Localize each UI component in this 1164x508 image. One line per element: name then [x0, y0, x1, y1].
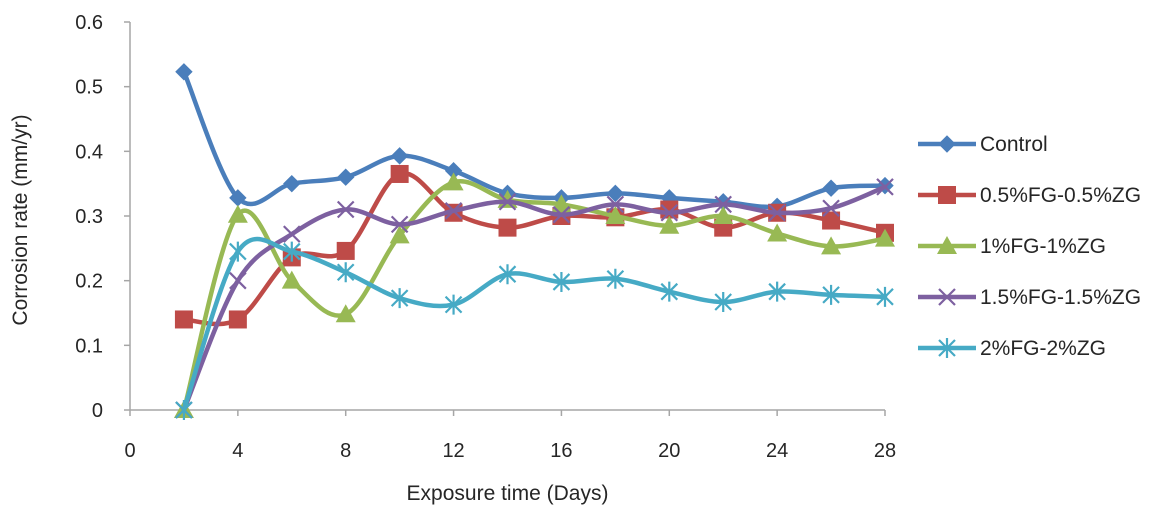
data-point [443, 172, 464, 191]
legend-label: 1%FG-1%ZG [980, 235, 1106, 258]
x-tick-labels: 0 4 8 12 16 20 24 28 [124, 410, 896, 462]
data-point [660, 281, 679, 302]
data-point [767, 223, 788, 242]
legend-label: 2%FG-2%ZG [980, 337, 1106, 360]
legend-item: Control [918, 133, 1048, 156]
data-point [876, 178, 894, 196]
data-point [335, 304, 356, 323]
x-tick-label: 16 [550, 440, 572, 462]
data-point [390, 215, 409, 234]
data-point [606, 184, 625, 203]
data-point [876, 286, 894, 307]
data-point [390, 288, 409, 309]
legend-marker [938, 288, 956, 306]
x-tick-label: 4 [232, 440, 243, 462]
data-point [605, 206, 626, 224]
data-point [822, 284, 840, 305]
data-point [175, 63, 193, 81]
series-layer [173, 63, 895, 420]
series-line [181, 69, 888, 210]
data-point [552, 271, 571, 292]
data-point [337, 168, 355, 186]
data-point [283, 225, 301, 243]
data-point [390, 164, 409, 183]
data-point [444, 202, 463, 220]
x-axis-title: Exposure time (Days) [407, 482, 609, 505]
y-tick-label: 0.5 [75, 77, 103, 99]
data-point [713, 206, 734, 224]
y-tick-label: 0.6 [75, 12, 103, 34]
legend-item: 2%FG-2%ZG [918, 337, 1106, 360]
data-point [175, 400, 193, 420]
data-point [498, 264, 517, 285]
data-point [444, 294, 463, 315]
data-point [336, 262, 355, 283]
legend-marker [938, 135, 956, 153]
x-tick-label: 28 [874, 440, 896, 462]
legend-marker [937, 236, 957, 254]
y-tick-labels: 0 0.1 0.2 0.3 0.4 0.5 0.6 [75, 12, 130, 422]
data-point [390, 147, 409, 165]
data-point [336, 241, 355, 260]
x-tick-label: 0 [124, 440, 135, 462]
data-point [606, 195, 625, 214]
data-point [875, 228, 895, 247]
data-point [389, 225, 410, 244]
data-point [822, 179, 840, 197]
x-tick-label: 20 [658, 440, 680, 462]
y-axis-title: Corrosion rate (mm/yr) [9, 114, 32, 325]
data-point [552, 205, 571, 224]
data-point [660, 203, 679, 222]
legend-label: Control [980, 133, 1048, 156]
data-point [659, 215, 680, 234]
x-tick-label: 12 [442, 440, 464, 462]
legend-item: 1.5%FG-1.5%ZG [918, 286, 1141, 309]
series-line [181, 184, 888, 413]
legend-marker [938, 338, 956, 358]
data-point [228, 310, 247, 329]
data-point [821, 236, 842, 255]
data-point [606, 268, 625, 289]
data-point [229, 241, 247, 262]
data-point [174, 310, 193, 329]
x-tick-label: 24 [766, 440, 788, 462]
series-1 [175, 63, 894, 216]
data-point [714, 292, 732, 313]
data-point [768, 203, 786, 222]
legend: Control 0.5%FG-0.5%ZG 1%FG-1%ZG 1.5%FG-1.5%… [918, 133, 1141, 360]
data-point [336, 200, 355, 219]
legend-item: 0.5%FG-0.5%ZG [918, 184, 1141, 207]
data-point [714, 195, 732, 214]
series-line [181, 179, 888, 413]
data-point [229, 271, 247, 290]
data-point [551, 194, 572, 213]
data-point [822, 199, 840, 218]
data-point [227, 204, 248, 223]
series-5 [175, 236, 894, 420]
y-tick-label: 0.2 [75, 271, 103, 293]
legend-item: 1%FG-1%ZG [918, 235, 1106, 258]
y-tick-label: 0.1 [75, 335, 103, 357]
data-point [283, 241, 301, 262]
x-tick-label: 8 [340, 440, 351, 462]
data-point [283, 174, 301, 193]
series-line [181, 236, 888, 413]
data-point [768, 281, 786, 302]
legend-label: 1.5%FG-1.5%ZG [980, 286, 1141, 309]
y-tick-label: 0 [92, 400, 103, 422]
legend-marker [938, 186, 956, 204]
data-point [822, 211, 841, 230]
y-tick-label: 0.3 [75, 206, 103, 228]
data-point [281, 270, 302, 289]
data-point [498, 192, 517, 211]
legend-label: 0.5%FG-0.5%ZG [980, 184, 1141, 207]
data-point [498, 218, 517, 237]
y-tick-label: 0.4 [75, 141, 103, 163]
